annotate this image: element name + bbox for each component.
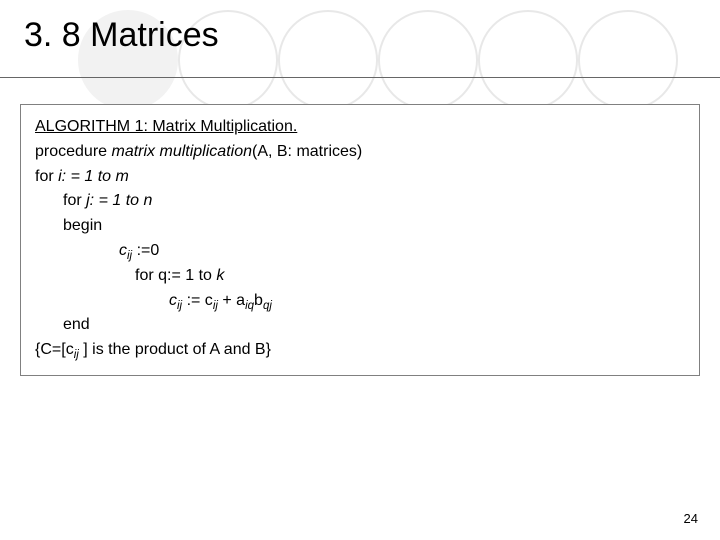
procedure-name: matrix multiplication (112, 143, 252, 160)
page-number: 24 (684, 511, 698, 526)
for-j-line: for j: = 1 to n (35, 189, 685, 214)
for-keyword: for (35, 168, 58, 185)
for-i-var: i: = 1 to m (58, 168, 129, 185)
page-title: 3. 8 Matrices (0, 0, 720, 55)
for-i-line: for i: = 1 to m (35, 165, 685, 190)
init-c-line: cij :=0 (35, 239, 685, 264)
end-line: end (35, 313, 685, 338)
assign-mid: := c (182, 292, 213, 309)
closing-post: ] is the product of A and B} (79, 341, 271, 358)
algorithm-heading: ALGORITHM 1: Matrix Multiplication. (35, 115, 685, 140)
for-q-prefix: for q:= 1 to (135, 267, 216, 284)
assign-c-lhs: c (169, 292, 177, 309)
procedure-params: (A, B: matrices) (252, 143, 362, 160)
algorithm-box: ALGORITHM 1: Matrix Multiplication. proc… (20, 104, 700, 376)
b-sub: qj (263, 300, 272, 312)
title-rule (0, 77, 720, 78)
init-rest: :=0 (132, 242, 159, 259)
for-j-var: j: = 1 to n (86, 192, 152, 209)
k-var: k (216, 267, 224, 284)
a-sub: iq (245, 300, 254, 312)
assign-line: cij := cij + aiqbqj (35, 289, 685, 314)
closing-pre: {C=[c (35, 341, 74, 358)
procedure-keyword: procedure (35, 143, 112, 160)
assign-plus: + a (218, 292, 245, 309)
begin-line: begin (35, 214, 685, 239)
for-q-line: for q:= 1 to k (35, 264, 685, 289)
for-keyword-j: for (63, 192, 86, 209)
b-var: b (254, 292, 263, 309)
c-var: c (119, 242, 127, 259)
closing-line: {C=[cij ] is the product of A and B} (35, 338, 685, 363)
procedure-line: procedure matrix multiplication(A, B: ma… (35, 140, 685, 165)
